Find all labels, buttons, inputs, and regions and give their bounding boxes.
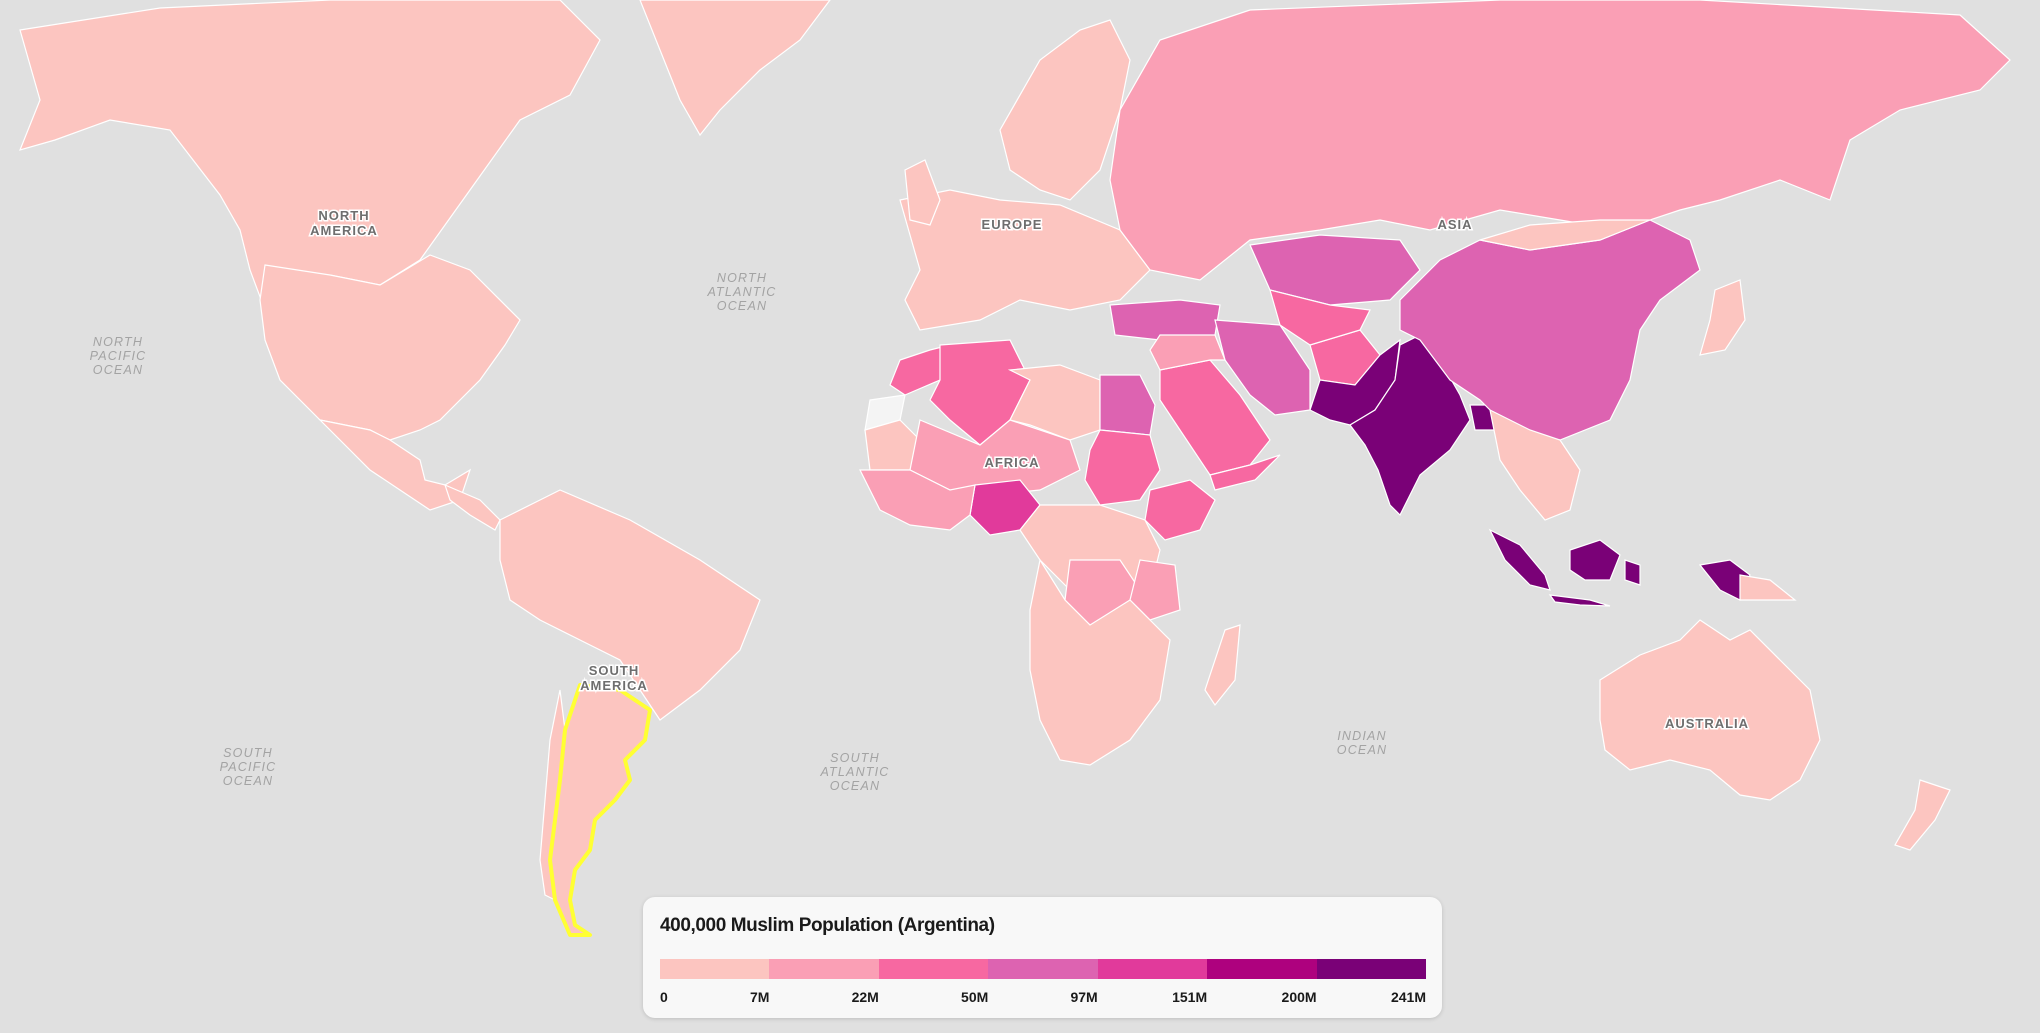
country-papua-new-guinea[interactable] (1739, 574, 1797, 601)
legend-tick: 151M (1172, 989, 1208, 1005)
country-sudan[interactable] (1084, 429, 1161, 506)
legend-tick: 200M (1281, 989, 1317, 1005)
country-usa[interactable] (259, 254, 521, 441)
continent-label-asia: ASIA (1437, 217, 1472, 232)
ocean-label-indian: INDIAN OCEAN (1337, 729, 1387, 757)
ocean-label-south-pacific: SOUTH PACIFIC OCEAN (220, 746, 277, 788)
country-indonesia-sumatra[interactable] (1488, 528, 1551, 591)
legend-tick-labels: 0 7M 22M 50M 97M 151M 200M 241M (660, 989, 1426, 1007)
country-japan[interactable] (1699, 279, 1746, 356)
legend-swatch (769, 959, 879, 979)
country-turkey[interactable] (1109, 299, 1221, 341)
map-legend: 400,000 Muslim Population (Argentina) 0 … (643, 897, 1442, 1018)
country-alaska-canada[interactable] (18, 0, 601, 311)
country-mexico[interactable] (318, 419, 472, 511)
country-madagascar[interactable] (1204, 624, 1241, 707)
country-ethiopia[interactable] (1144, 479, 1216, 541)
country-central-america[interactable] (444, 483, 501, 531)
country-western-europe[interactable] (899, 189, 1151, 331)
country-indonesia-borneo[interactable] (1569, 539, 1621, 581)
country-yemen[interactable] (1209, 454, 1281, 491)
continent-label-australia: AUSTRALIA (1665, 716, 1749, 731)
country-iran[interactable] (1214, 319, 1311, 416)
country-west-africa[interactable] (859, 469, 976, 531)
legend-tick: 7M (749, 989, 770, 1005)
ocean-label-north-pacific: NORTH PACIFIC OCEAN (90, 335, 147, 377)
continent-label-africa: AFRICA (984, 455, 1039, 470)
legend-tick: 22M (851, 989, 879, 1005)
country-greenland[interactable] (639, 0, 831, 137)
country-new-zealand[interactable] (1894, 779, 1951, 851)
legend-tick: 241M (1390, 989, 1426, 1005)
country-egypt[interactable] (1099, 374, 1156, 436)
legend-tick: 50M (961, 989, 989, 1005)
country-indonesia-java[interactable] (1548, 594, 1611, 607)
country-uk[interactable] (904, 159, 941, 226)
legend-tick: 0 (660, 989, 668, 1005)
country-central-asia[interactable] (1269, 289, 1371, 346)
country-argentina[interactable] (549, 684, 651, 936)
continent-label-europe: EUROPE (982, 217, 1043, 232)
legend-swatch (660, 959, 770, 979)
continent-label-north-america: NORTH AMERICA (310, 208, 378, 238)
legend-color-scale (660, 959, 1426, 979)
continent-label-south-america: SOUTH AMERICA (580, 663, 648, 693)
legend-swatch (878, 959, 989, 979)
legend-tick: 97M (1070, 989, 1098, 1005)
country-australia[interactable] (1599, 619, 1821, 801)
legend-swatch (1097, 959, 1208, 979)
ocean-label-south-atlantic: SOUTH ATLANTIC OCEAN (819, 751, 889, 793)
selected-country-outline (548, 683, 652, 937)
country-india[interactable] (1349, 334, 1471, 517)
country-southeast-asia[interactable] (1489, 408, 1581, 521)
country-mongolia[interactable] (1479, 219, 1651, 251)
legend-swatch (988, 959, 1098, 979)
country-brazil-andes[interactable] (499, 489, 761, 721)
country-indonesia-sulawesi[interactable] (1624, 559, 1641, 586)
country-iraq-syria[interactable] (1149, 334, 1226, 371)
legend-title: 400,000 Muslim Population (Argentina) (660, 915, 995, 936)
legend-swatch (1316, 959, 1426, 979)
ocean-label-north-atlantic: NORTH ATLANTIC OCEAN (706, 271, 776, 313)
country-tanzania[interactable] (1129, 559, 1181, 621)
legend-swatch (1207, 959, 1317, 979)
country-southern-africa[interactable] (1029, 558, 1171, 766)
country-russia[interactable] (1109, 0, 2011, 281)
